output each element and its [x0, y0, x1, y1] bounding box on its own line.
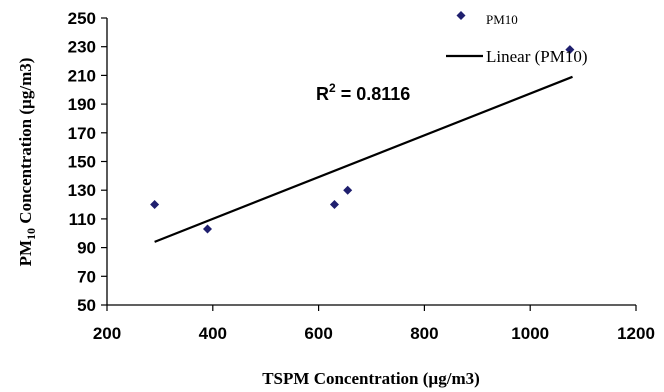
x-tick-label: 1000 [511, 324, 549, 343]
y-tick-label: 210 [68, 66, 96, 85]
y-tick-label: 170 [68, 124, 96, 143]
x-axis-title: TSPM Concentration (µg/m3) [262, 369, 480, 388]
y-tick-group: 50 70 90 110 130 150 170 190 210 230 250 [68, 9, 107, 315]
y-tick-label: 230 [68, 38, 96, 57]
trendline-linear [154, 75, 573, 243]
legend-label-pm10: PM10 [486, 12, 518, 27]
legend-label-linear: Linear (PM10) [486, 47, 588, 66]
data-points [150, 45, 575, 234]
x-tick-label: 400 [199, 324, 227, 343]
data-point [150, 200, 160, 210]
y-tick-label: 110 [69, 210, 96, 229]
legend: PM10 Linear (PM10) [446, 11, 588, 66]
y-tick-label: 50 [77, 296, 96, 315]
y-axis-title: PM10 Concentration (µg/m3) [16, 58, 38, 267]
y-tick-label: 190 [68, 95, 96, 114]
data-point [203, 224, 213, 234]
x-tick-label: 800 [410, 324, 438, 343]
data-point [565, 45, 575, 55]
y-tick-label: 150 [68, 153, 96, 172]
y-tick-label: 250 [68, 9, 96, 28]
x-tick-label: 1200 [617, 324, 655, 343]
y-tick-label: 130 [68, 181, 96, 200]
x-tick-label: 200 [93, 324, 121, 343]
y-tick-label: 90 [77, 239, 96, 258]
x-tick-label: 600 [304, 324, 332, 343]
r-squared-label: R2 = 0.8116 [316, 81, 410, 104]
x-tick-group: 200 400 600 800 1000 1200 [93, 305, 655, 343]
data-point [329, 200, 339, 210]
y-tick-label: 70 [77, 267, 96, 286]
data-point [343, 185, 353, 195]
legend-marker-icon [456, 11, 466, 20]
